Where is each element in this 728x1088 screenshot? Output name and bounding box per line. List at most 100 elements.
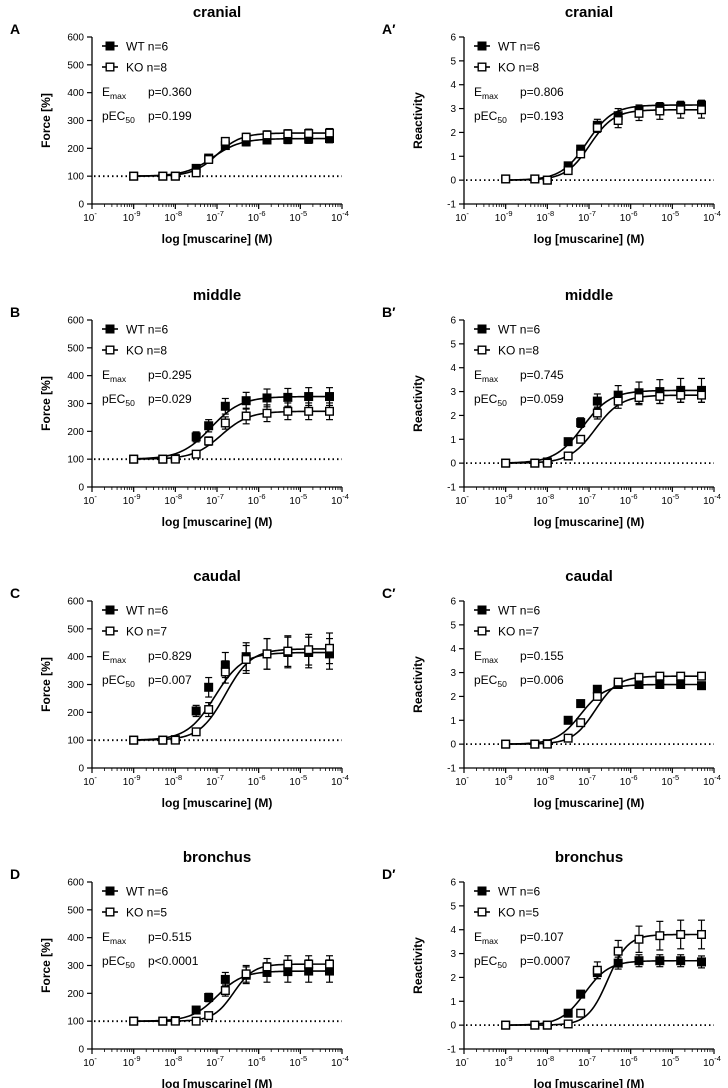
wt-data-point — [576, 418, 586, 428]
wt-data-point — [241, 396, 251, 406]
x-tick-label: 10-5 — [661, 773, 679, 788]
x-tick-label: 10-4 — [703, 492, 721, 507]
wt-data-point — [262, 393, 272, 403]
x-tick-label: 10-8 — [536, 209, 554, 224]
panel-letter: D — [10, 866, 20, 882]
legend-ko-marker — [477, 626, 487, 636]
x-tick-label: 10-5 — [289, 1054, 307, 1069]
x-tick-label: 10-9 — [123, 773, 141, 788]
y-tick-label: 1 — [450, 152, 456, 163]
x-axis-label: log [muscarine] (M) — [534, 232, 645, 246]
y-tick-label: -1 — [447, 200, 456, 211]
wt-data-point — [655, 680, 665, 690]
legend-label: KO n=7 — [126, 625, 167, 639]
wt-data-point — [676, 956, 686, 966]
legend-label: WT n=6 — [498, 40, 540, 54]
y-tick-label: 3 — [450, 949, 456, 960]
stat-label: Emax — [102, 649, 127, 665]
ko-data-point — [655, 931, 665, 941]
panel-letter: D′ — [382, 866, 396, 882]
ko-data-point — [563, 166, 573, 176]
x-tick-label: 10-5 — [661, 209, 679, 224]
y-tick-label: 1 — [450, 997, 456, 1008]
ko-data-point — [613, 677, 623, 687]
y-tick-label: 4 — [450, 644, 456, 655]
stat-p-value: p=0.006 — [520, 673, 564, 687]
y-tick-label: 0 — [450, 1021, 456, 1032]
x-tick-label: 10-6 — [248, 209, 266, 224]
x-tick-label: 10-8 — [164, 492, 182, 507]
ko-data-point — [129, 171, 139, 181]
panel-letter: A′ — [382, 21, 396, 37]
wt-data-point — [191, 706, 201, 716]
stat-p-value: p=0.155 — [520, 649, 564, 663]
ko-data-point — [220, 986, 230, 996]
ko-data-point — [634, 934, 644, 944]
ko-data-point — [170, 454, 180, 464]
y-tick-label: 400 — [67, 652, 84, 663]
y-tick-label: 3 — [450, 668, 456, 679]
x-tick-label: 10-9 — [123, 1054, 141, 1069]
stat-p-value: p=0.059 — [520, 392, 564, 406]
wt-data-point — [655, 956, 665, 966]
panel-letter: B — [10, 304, 20, 320]
x-tick-label: 10-6 — [248, 773, 266, 788]
ko-data-point — [158, 1016, 168, 1026]
x-tick-label: 10-5 — [289, 209, 307, 224]
legend-label: KO n=8 — [126, 61, 167, 75]
ko-data-point — [576, 434, 586, 444]
x-tick-label: 10-6 — [620, 1054, 638, 1069]
panel-letter: A — [10, 21, 20, 37]
y-tick-label: 3 — [450, 387, 456, 398]
fit-curve-wt — [133, 651, 330, 741]
ko-data-point — [191, 1016, 201, 1026]
panel-title: bronchus — [183, 849, 251, 866]
wt-data-point — [563, 437, 573, 447]
legend-wt-marker — [477, 886, 487, 896]
ko-data-point — [283, 646, 293, 656]
y-tick-label: 5 — [450, 56, 456, 67]
ko-data-point — [262, 962, 272, 972]
wt-data-point — [204, 993, 214, 1003]
stat-label: Emax — [102, 930, 127, 946]
ko-data-point — [283, 406, 293, 416]
x-tick-label: 10-8 — [164, 1054, 182, 1069]
x-tick-label: 10- — [83, 492, 97, 507]
x-tick-label: 10- — [455, 209, 469, 224]
fit-curve-wt — [133, 137, 330, 177]
ko-data-point — [676, 390, 686, 400]
y-tick-label: 300 — [67, 116, 84, 127]
stat-p-value: p=0.029 — [148, 392, 192, 406]
x-tick-label: 10-7 — [578, 492, 596, 507]
y-tick-label: 1 — [450, 716, 456, 727]
y-tick-label: 0 — [450, 740, 456, 751]
stat-p-value: p=0.007 — [148, 673, 192, 687]
stat-p-value: p=0.0007 — [520, 954, 571, 968]
y-tick-label: 0 — [450, 176, 456, 187]
ko-data-point — [530, 458, 540, 468]
y-tick-label: 200 — [67, 427, 84, 438]
stat-p-value: p=0.806 — [520, 85, 564, 99]
y-tick-label: 6 — [450, 33, 456, 44]
x-tick-label: 10-6 — [248, 492, 266, 507]
ko-data-point — [655, 391, 665, 401]
panel-title: cranial — [565, 4, 613, 21]
ko-data-point — [304, 959, 314, 969]
ko-data-point — [220, 136, 230, 146]
x-tick-label: 10-4 — [331, 209, 349, 224]
legend-wt-marker — [105, 886, 115, 896]
x-tick-label: 10-7 — [206, 492, 224, 507]
stat-label: Emax — [102, 85, 127, 101]
legend-label: WT n=6 — [126, 885, 168, 899]
x-tick-label: 10- — [83, 1054, 97, 1069]
ko-data-point — [262, 130, 272, 140]
wt-data-point — [191, 1005, 201, 1015]
x-tick-label: 10- — [83, 209, 97, 224]
x-tick-label: 10-4 — [331, 773, 349, 788]
y-tick-label: 2 — [450, 692, 456, 703]
legend-label: WT n=6 — [498, 323, 540, 337]
x-tick-label: 10-8 — [536, 773, 554, 788]
x-tick-label: 10-9 — [123, 492, 141, 507]
x-tick-label: 10-8 — [536, 1054, 554, 1069]
